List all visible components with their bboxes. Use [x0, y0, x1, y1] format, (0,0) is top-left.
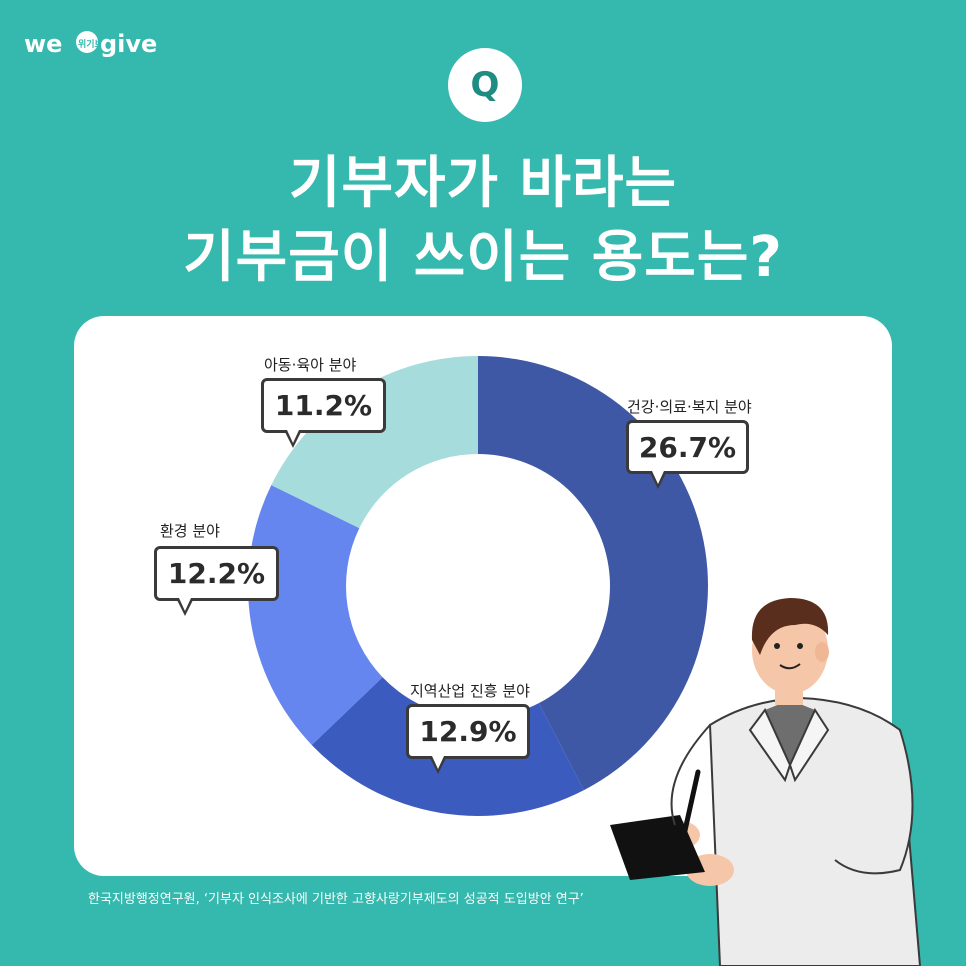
label-health: 건강·의료·복지 분야	[627, 398, 752, 416]
title-line-1: 기부자가 바라는	[288, 151, 678, 216]
label-environment: 환경 분야	[160, 522, 220, 540]
question-badge: Q	[448, 48, 522, 122]
title-line-2: 기부금이 쓰이는 용도는?	[183, 225, 783, 290]
value-children: 11.2%	[261, 378, 386, 448]
wegive-logo: we 위기브 give	[24, 30, 157, 58]
label-children: 아동·육아 분야	[264, 356, 357, 374]
value-region: 12.9%	[406, 704, 530, 774]
label-region: 지역산업 진흥 분야	[410, 682, 530, 700]
logo-text-we: we	[24, 30, 62, 58]
logo-text-give: give	[100, 30, 157, 58]
logo-sub: 위기브	[78, 38, 104, 50]
doctor-illustration	[610, 598, 922, 966]
donut-slice-2	[248, 485, 383, 745]
value-health: 26.7%	[626, 420, 749, 489]
source-citation: 한국지방행정연구원, ‘기부자 인식조사에 기반한 고향사랑기부제도의 성공적 …	[88, 892, 584, 907]
value-environment: 12.2%	[154, 546, 279, 616]
donut-slice-3	[271, 356, 478, 529]
